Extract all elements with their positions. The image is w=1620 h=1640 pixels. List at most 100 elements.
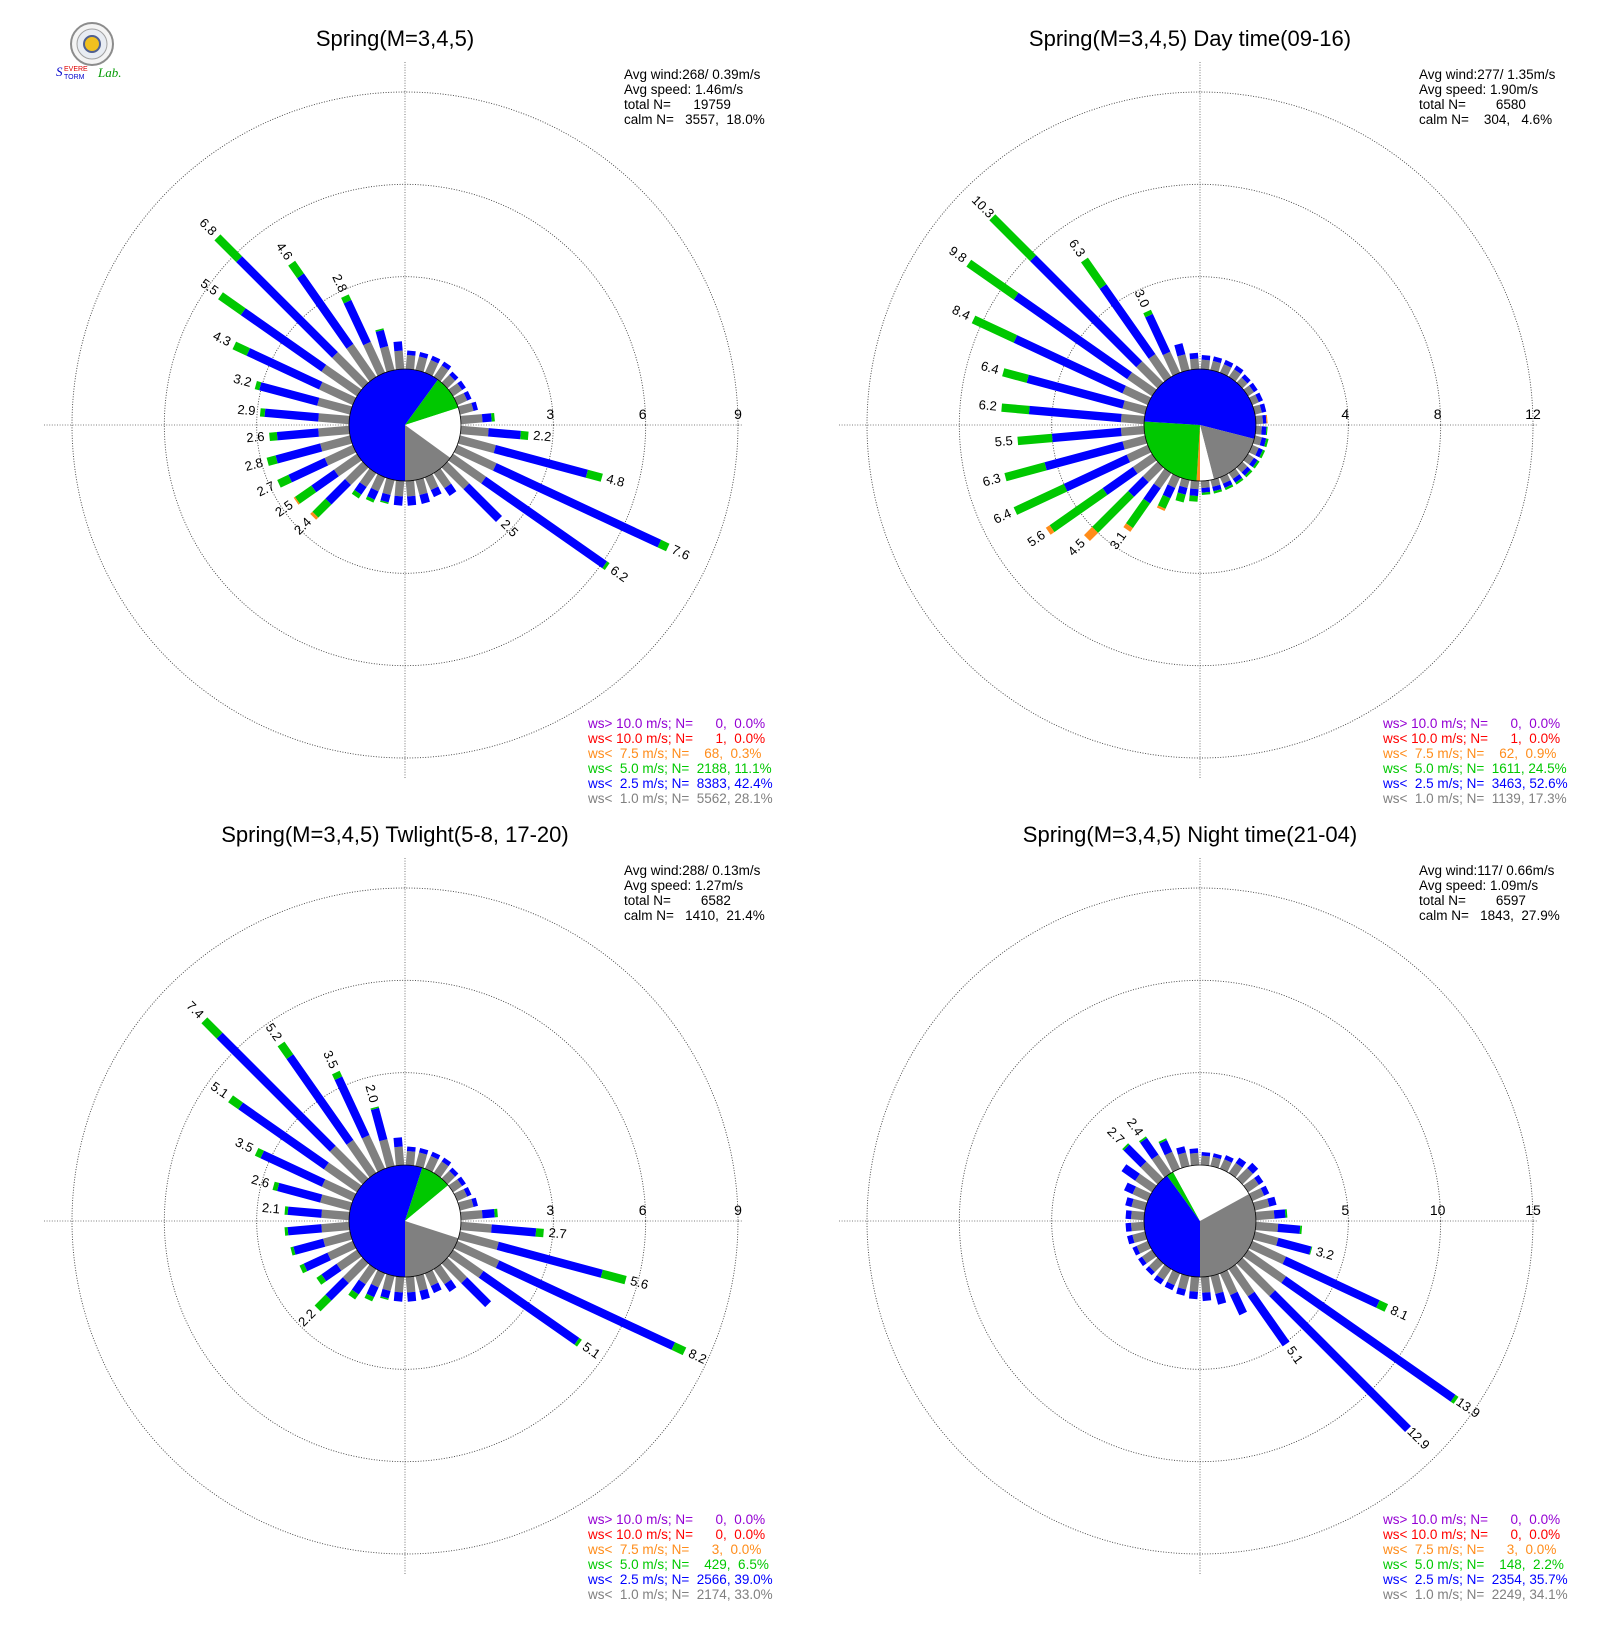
- rose-bar-segment: [1273, 1209, 1286, 1219]
- rose-bar-segment: [1138, 1256, 1147, 1267]
- stat-line: total N= 19759: [624, 97, 731, 112]
- rose-bar-segment: [375, 329, 389, 349]
- rose-bar-segment: [1081, 257, 1107, 289]
- rose-bar-segment: [311, 469, 339, 493]
- rose-bar-segment: [1247, 1162, 1259, 1174]
- rose-bar-segment: [419, 492, 430, 504]
- rose-bar-segment: [269, 432, 278, 441]
- rose-bar-segment: [312, 498, 332, 518]
- rose-bar-segment: [1253, 435, 1262, 446]
- rose-bar-segment: [1123, 1144, 1147, 1168]
- rose-bar-segment: [1201, 487, 1211, 493]
- rose-bar-segment: [441, 374, 456, 389]
- rose-bar-segment: [375, 328, 384, 332]
- rose-bar-segment: [1049, 488, 1108, 533]
- severe-storm-lab-logo: S EVERE TORM Lab.: [54, 20, 144, 84]
- rose-bar-segment: [1236, 1257, 1276, 1297]
- rose-bar-segment: [1253, 404, 1262, 415]
- rose-bar-segment: [1235, 1157, 1247, 1168]
- rose-bar-segment: [1210, 1156, 1221, 1168]
- rose-bar-segment: [342, 1257, 369, 1284]
- rose-bar-segment: [1136, 361, 1164, 389]
- bar-label: 8.2: [686, 1346, 709, 1367]
- rose-bar-segment: [460, 414, 483, 425]
- rose-bar-segment: [1153, 468, 1172, 489]
- bar-label: 5.1: [1284, 1343, 1307, 1366]
- rose-bar-segment: [325, 1277, 349, 1301]
- rose-bar-segment: [1255, 425, 1262, 435]
- bar-label: 2.8: [329, 272, 350, 295]
- rose-bar-segment: [1124, 1182, 1136, 1195]
- legend-entry: ws< 2.5 m/s; N= 3463, 52.6%: [1382, 776, 1568, 791]
- rose-bar-segment: [405, 480, 416, 497]
- rose-bar-segment: [405, 1276, 416, 1293]
- rose-bar-segment: [458, 1231, 499, 1250]
- rose-bar-segment: [1189, 352, 1199, 360]
- rose-bar-segment: [214, 234, 243, 263]
- rose-bar-segment: [1284, 1209, 1288, 1218]
- rose-bar-segment: [290, 1246, 296, 1256]
- rose-bar-segment: [1224, 484, 1234, 491]
- rose-bar-segment: [1013, 292, 1132, 380]
- rose-bar-segment: [585, 469, 603, 482]
- rose-bar-segment: [1164, 1151, 1181, 1172]
- rose-bar-segment: [1143, 483, 1161, 504]
- rose-bar-segment: [332, 1070, 343, 1080]
- rose-bar-segment: [277, 474, 292, 488]
- bar-label: 5.1: [580, 1339, 603, 1362]
- rose-bar-segment: [393, 341, 403, 352]
- rose-bar-segment: [288, 457, 329, 483]
- rose-bar-segment: [448, 383, 463, 397]
- panel-title: Spring(M=3,4,5): [316, 26, 474, 51]
- rose-bar-segment: [1243, 1249, 1287, 1283]
- rose-bar-segment: [1063, 454, 1131, 492]
- rose-bar-segment: [481, 413, 492, 423]
- legend-entry: ws< 1.0 m/s; N= 1139, 17.3%: [1382, 791, 1567, 806]
- rose-bar-segment: [1230, 1291, 1247, 1316]
- rose-bar-segment: [433, 1161, 449, 1178]
- ring-6: [163, 979, 647, 1463]
- rose-bar-segment: [272, 1181, 280, 1191]
- rose-bar-segment: [671, 1342, 687, 1356]
- rose-bar-segment: [297, 273, 354, 349]
- stat-line: Avg speed: 1.46m/s: [624, 82, 743, 97]
- pie-slice: [405, 425, 451, 481]
- rose-bar-segment: [284, 1227, 289, 1236]
- rose-bar-segment: [430, 486, 442, 498]
- rose-bar-segment: [1132, 453, 1157, 474]
- bar-label: 2.5: [272, 497, 295, 520]
- rose-bar-segment: [419, 1288, 430, 1300]
- rose-bar-segment: [1265, 414, 1268, 424]
- rose-bar-segment: [406, 1146, 416, 1152]
- rose-bar-segment: [370, 1106, 379, 1110]
- rose-bar-segment: [318, 413, 350, 425]
- bar-label: 2.8: [243, 455, 264, 474]
- rose-bar-segment: [1262, 415, 1267, 424]
- rose-bar-segment: [293, 1238, 326, 1255]
- bar-label: 2.0: [362, 1083, 381, 1104]
- rose-bar-segment: [1243, 453, 1254, 465]
- stat-line: calm N= 1843, 27.9%: [1419, 908, 1560, 923]
- rose-bar-segment: [364, 1293, 375, 1302]
- rose-bar-segment: [299, 1263, 308, 1274]
- rose-bar-segment: [419, 1148, 429, 1155]
- ring-label: 6: [639, 1202, 647, 1218]
- svg-text:EVERE: EVERE: [64, 66, 88, 73]
- rose-bar-segment: [1265, 426, 1268, 436]
- pie-slice: [1143, 421, 1200, 481]
- rose-bar-segment: [405, 355, 416, 370]
- rose-bar-segment: [463, 483, 502, 522]
- rose-bar-segment: [1228, 468, 1240, 479]
- rose-bar-segment: [1299, 1225, 1303, 1235]
- rose-bar-segment: [424, 1270, 439, 1287]
- legend-entry: ws< 7.5 m/s; N= 62, 0.9%: [1382, 746, 1556, 761]
- rose-bar-segment: [228, 1095, 243, 1110]
- ring-12: [866, 91, 1534, 759]
- bar-label: 3.2: [232, 371, 253, 390]
- rose-bar-segment: [321, 364, 362, 397]
- rose-bar-segment: [238, 1102, 329, 1170]
- rose-bar-segment: [1177, 485, 1188, 495]
- rose-bar-segment: [1212, 484, 1222, 492]
- rose-bar-segment: [259, 382, 320, 406]
- rose-bar-segment: [1236, 377, 1248, 389]
